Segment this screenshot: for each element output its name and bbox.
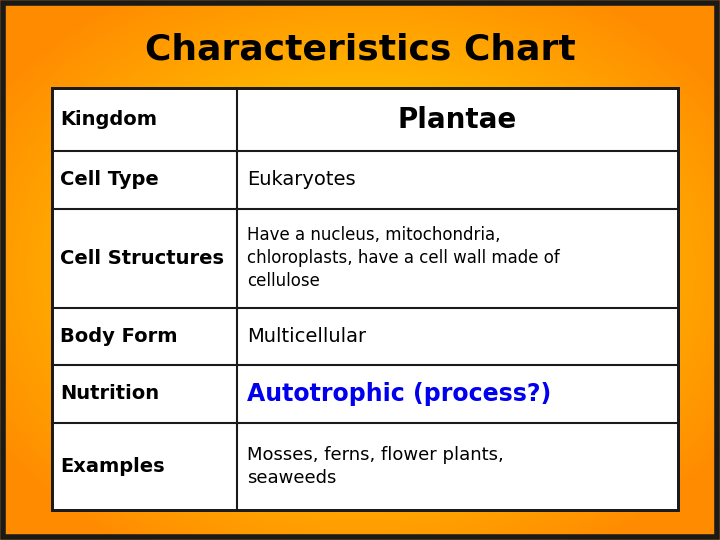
Text: Kingdom: Kingdom bbox=[60, 110, 157, 129]
Text: Body Form: Body Form bbox=[60, 327, 178, 346]
Text: Autotrophic (process?): Autotrophic (process?) bbox=[247, 382, 551, 406]
Text: Cell Structures: Cell Structures bbox=[60, 249, 224, 268]
Text: Nutrition: Nutrition bbox=[60, 384, 159, 403]
Text: Plantae: Plantae bbox=[397, 106, 517, 133]
Text: Eukaryotes: Eukaryotes bbox=[247, 171, 355, 190]
Text: Multicellular: Multicellular bbox=[247, 327, 366, 346]
Text: Cell Type: Cell Type bbox=[60, 171, 158, 190]
Text: Characteristics Chart: Characteristics Chart bbox=[145, 33, 575, 67]
Bar bbox=[52, 88, 678, 510]
Text: Examples: Examples bbox=[60, 457, 165, 476]
Text: Mosses, ferns, flower plants,
seaweeds: Mosses, ferns, flower plants, seaweeds bbox=[247, 446, 503, 487]
Bar bbox=[52, 88, 678, 510]
Text: Have a nucleus, mitochondria,
chloroplasts, have a cell wall made of
cellulose: Have a nucleus, mitochondria, chloroplas… bbox=[247, 226, 559, 290]
